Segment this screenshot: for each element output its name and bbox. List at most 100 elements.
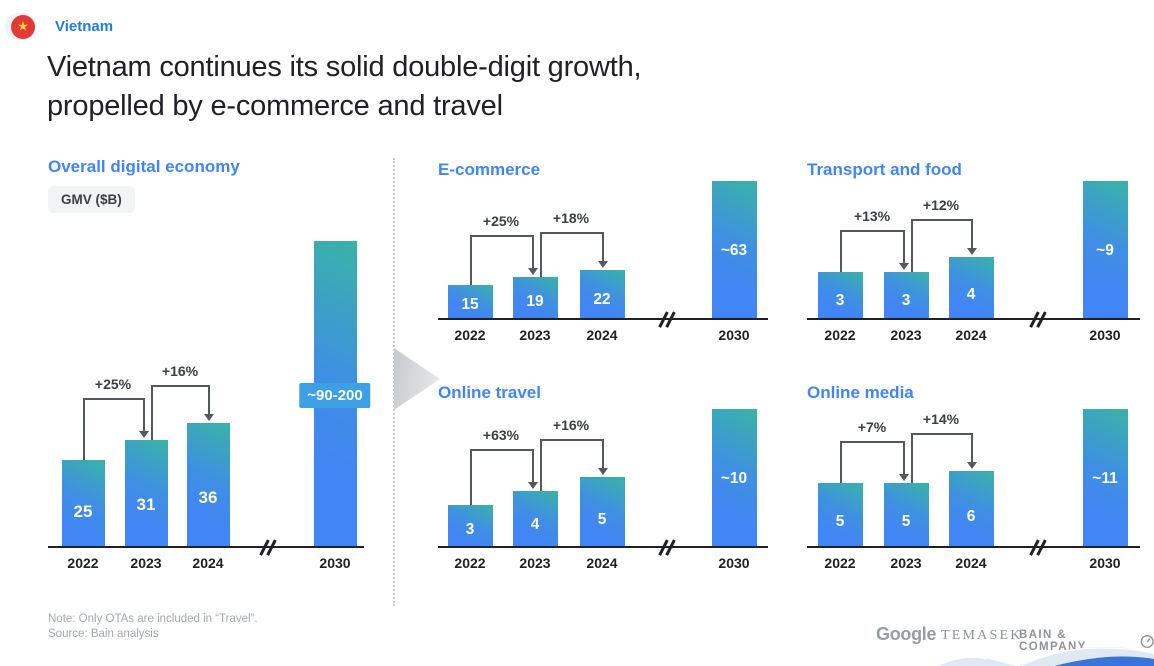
country-label: Vietnam: [55, 18, 114, 35]
growth-percent-label: +25%: [94, 376, 132, 392]
page-title: Vietnam continues its solid double-digit…: [47, 48, 642, 126]
growth-bracket-top-line: [911, 219, 973, 221]
year-label-2030: 2030: [1089, 327, 1121, 343]
arrow-down-icon: [967, 462, 977, 469]
bar-2024: [579, 270, 625, 318]
value-label-2023: 31: [136, 495, 156, 514]
bar-2022: [817, 483, 863, 546]
year-label-2023: 2023: [890, 555, 922, 571]
growth-bracket-arrow-line: [532, 449, 534, 483]
bar-2023: [512, 277, 558, 318]
chart-title-transport: Transport and food: [807, 160, 962, 179]
value-label-2030-chip: ~90-200: [299, 383, 371, 408]
growth-bracket-top-line: [840, 441, 905, 443]
year-label-2030: 2030: [718, 555, 750, 571]
value-label-2030: ~10: [720, 470, 748, 487]
growth-bracket-top-line: [540, 439, 604, 441]
bar-2023: [883, 483, 929, 546]
growth-percent-label: +13%: [853, 208, 891, 224]
year-label-2030: 2030: [718, 327, 750, 343]
year-label-2024: 2024: [586, 555, 618, 571]
growth-bracket-arrow-line: [903, 441, 905, 475]
gmv-badge: GMV ($B): [48, 186, 135, 213]
bar-2024: [579, 477, 625, 546]
growth-percent-label: +25%: [482, 213, 520, 229]
growth-bracket-top-line: [83, 398, 145, 400]
bar-2023: [512, 491, 558, 546]
year-label-2024: 2024: [955, 555, 987, 571]
growth-percent-label: +7%: [857, 419, 887, 435]
bar-2030: [1082, 409, 1128, 546]
growth-percent-label: +63%: [482, 427, 520, 443]
arrow-down-icon: [899, 474, 909, 481]
bar-2024: [948, 471, 994, 546]
growth-bracket-arrow-line: [971, 219, 973, 249]
growth-bracket-top-line: [540, 232, 604, 234]
arrow-down-icon: [598, 468, 608, 475]
growth-bracket-top-line: [470, 235, 534, 237]
year-label-2030: 2030: [319, 555, 351, 571]
bain-compass-icon: [1140, 634, 1154, 648]
growth-bracket-arrow-line: [602, 439, 604, 469]
arrow-down-icon: [528, 482, 538, 489]
temasek-logo: TEMASEK: [941, 628, 1023, 643]
growth-percent-label: +18%: [552, 210, 590, 226]
x-axis: [807, 318, 1140, 320]
year-label-2023: 2023: [519, 327, 551, 343]
x-axis: [807, 546, 1140, 548]
chart-transport-and-food: 2022 3 2023 3 2024 4 2030 ~9 +13% +12%: [807, 180, 1140, 343]
arrow-down-icon: [598, 261, 608, 268]
growth-bracket-left-line: [470, 235, 472, 285]
year-label-2024: 2024: [586, 327, 618, 343]
growth-bracket-arrow-line: [971, 433, 973, 463]
bar-2023: [124, 440, 168, 546]
flag-red-circle: ★: [11, 14, 35, 39]
growth-bracket-arrow-line: [208, 385, 210, 415]
arrow-down-icon: [899, 263, 909, 270]
flag-star-icon: ★: [17, 18, 29, 34]
chart-title-travel: Online travel: [438, 383, 541, 402]
year-label-2022: 2022: [454, 327, 486, 343]
footnote: Note: Only OTAs are included in “Travel”…: [48, 612, 258, 642]
growth-bracket-top-line: [470, 449, 534, 451]
title-line-2: propelled by e-commerce and travel: [47, 90, 503, 122]
google-logo: Google: [876, 624, 937, 644]
arrow-down-icon: [528, 268, 538, 275]
growth-percent-label: +16%: [552, 417, 590, 433]
value-label-2023: 4: [530, 516, 540, 533]
title-line-1: Vietnam continues its solid double-digit…: [47, 51, 642, 83]
year-label-2030: 2030: [1089, 555, 1121, 571]
chart-online-media: 2022 5 2023 5 2024 6 2030 ~11 +7% +14%: [807, 408, 1140, 571]
bar-2022: [61, 460, 105, 546]
value-label-2022: 25: [73, 502, 93, 521]
value-label-2024: 36: [198, 488, 218, 507]
value-label-2023: 5: [901, 513, 911, 530]
bar-2030: [711, 181, 757, 318]
value-label-2030: ~11: [1092, 470, 1118, 487]
bar-2023: [883, 272, 929, 318]
bar-2022: [817, 272, 863, 318]
chevron-right-icon: [394, 348, 440, 410]
growth-bracket-left-line: [540, 232, 542, 277]
value-label-2030: ~63: [720, 242, 748, 259]
chart-online-travel: 2022 3 2023 4 2024 5 2030 ~10 +63% +16%: [438, 408, 768, 571]
arrow-down-icon: [139, 431, 149, 438]
growth-bracket-top-line: [151, 385, 210, 387]
value-label-2023: 19: [526, 293, 544, 310]
value-label-2023: 3: [901, 292, 911, 309]
year-label-2022: 2022: [824, 555, 856, 571]
bar-2024: [186, 423, 230, 546]
year-label-2022: 2022: [824, 327, 856, 343]
value-label-2030: ~9: [1096, 242, 1114, 259]
growth-bracket-arrow-line: [602, 232, 604, 262]
chart-title-media: Online media: [807, 383, 914, 402]
bar-2024: [948, 257, 994, 318]
year-label-2024: 2024: [955, 327, 987, 343]
value-label-2022: 15: [461, 296, 479, 313]
growth-bracket-left-line: [911, 433, 913, 483]
arrow-down-icon: [967, 248, 977, 255]
year-label-2022: 2022: [67, 555, 99, 571]
year-label-2023: 2023: [519, 555, 551, 571]
value-label-2024: 4: [966, 286, 976, 303]
